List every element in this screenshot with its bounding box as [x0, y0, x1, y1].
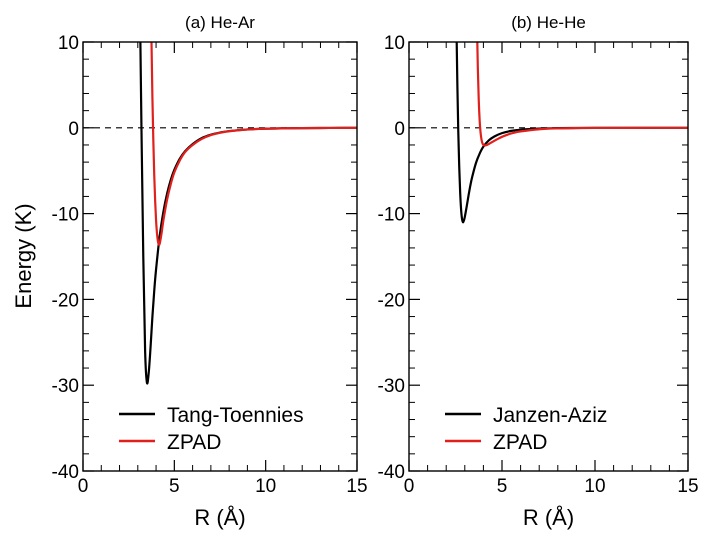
x-tick-label: 5 — [169, 476, 180, 497]
y-tick-label: -30 — [52, 376, 79, 397]
x-tick-label: 0 — [404, 476, 415, 497]
x-axis-label: R (Å) — [194, 505, 245, 530]
series-line-1 — [150, 42, 357, 247]
y-tick-label: -10 — [52, 205, 79, 226]
panel-he-ar: 0 5 10 15 -40 -30 -20 -10 0 10 (a) He-Ar R (Å) Tang-… — [52, 13, 368, 530]
legend-label: Tang-Toennies — [167, 404, 304, 427]
y-tick-label: -30 — [378, 376, 405, 397]
panel-he-he: 0 5 10 15 -40 -30 -20 -10 0 10 (b) He-He R (Å) Janze… — [378, 13, 699, 530]
y-tick-label: -10 — [378, 205, 405, 226]
x-tick-label: 15 — [346, 476, 367, 497]
series-line-0 — [455, 42, 688, 224]
plot-frame — [408, 41, 689, 472]
y-tick-label: 0 — [394, 119, 405, 140]
x-tick-label: 15 — [677, 476, 698, 497]
y-axis-label: Energy (K) — [11, 203, 36, 308]
y-tick-label: -20 — [378, 290, 405, 311]
y-tick-label: 10 — [58, 33, 79, 54]
legend-label: ZPAD — [493, 431, 547, 454]
x-tick-label: 5 — [497, 476, 508, 497]
y-tick-label: -20 — [52, 290, 79, 311]
legend-label: ZPAD — [167, 431, 221, 454]
x-tick-label: 0 — [78, 476, 89, 497]
panel-title: (a) He-Ar — [185, 13, 255, 32]
x-tick-label: 10 — [255, 476, 276, 497]
series-line-1 — [476, 42, 688, 147]
series-line-0 — [139, 42, 357, 385]
y-tick-label: -40 — [52, 462, 79, 483]
y-tick-label: -40 — [378, 462, 405, 483]
y-tick-label: 0 — [68, 119, 79, 140]
y-tick-label: 10 — [384, 33, 405, 54]
panel-title: (b) He-He — [511, 13, 586, 32]
x-tick-label: 10 — [584, 476, 605, 497]
plot-frame — [82, 41, 358, 472]
legend-label: Janzen-Aziz — [493, 404, 607, 427]
x-axis-label: R (Å) — [523, 505, 574, 530]
